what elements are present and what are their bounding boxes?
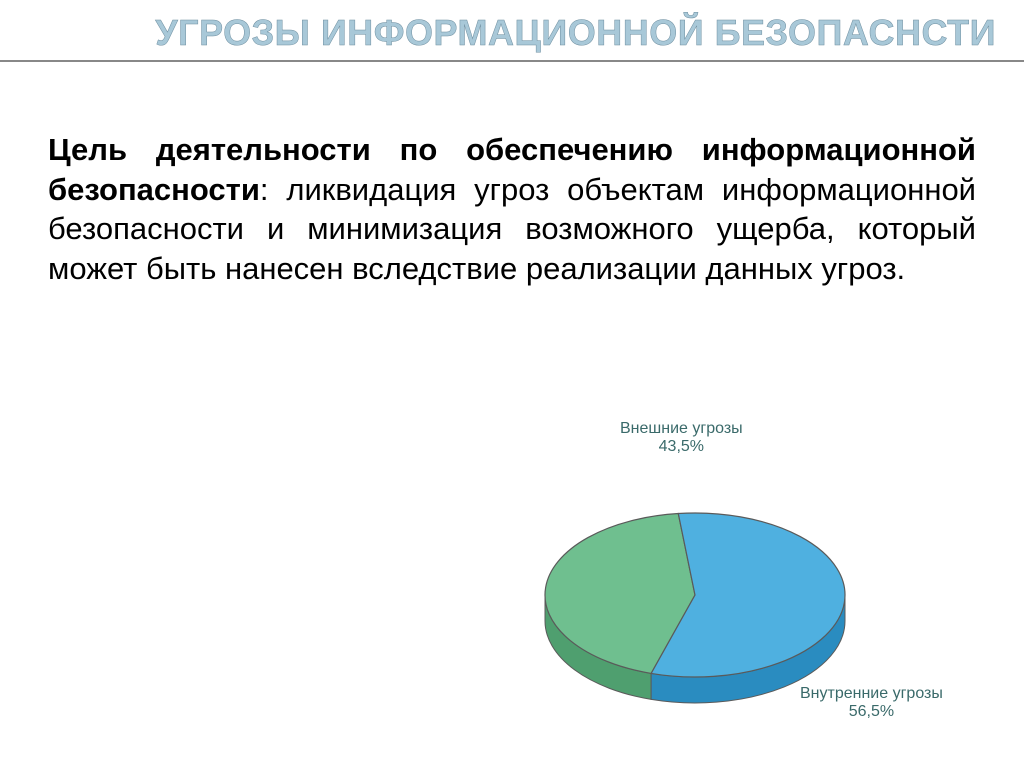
body-paragraph: Цель деятельности по обеспечению информа… [48, 130, 976, 289]
pie-chart: Внешние угрозы 43,5% Внутренние угрозы 5… [470, 420, 990, 750]
pie-label-internal: Внутренние угрозы 56,5% [800, 685, 943, 722]
page-title: УГРОЗЫ ИНФОРМАЦИОННОЙ БЕЗОПАСНСТИ [120, 12, 996, 54]
title-underline [0, 60, 1024, 62]
pie-label-external: Внешние угрозы 43,5% [620, 420, 743, 457]
slide: УГРОЗЫ ИНФОРМАЦИОННОЙ БЕЗОПАСНСТИ Цель д… [0, 0, 1024, 767]
